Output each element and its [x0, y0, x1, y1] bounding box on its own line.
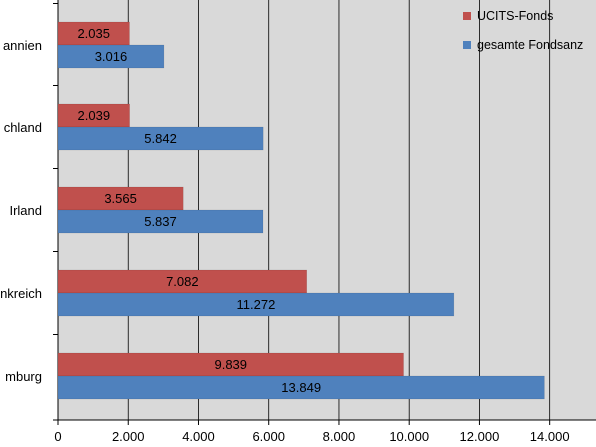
data-label: 3.565: [104, 191, 137, 206]
category-label: mburg: [5, 369, 42, 384]
legend-swatch: [463, 41, 471, 49]
bar-gesamt: [57, 292, 455, 317]
category-label: chland: [4, 120, 42, 135]
bar-gesamt: [57, 209, 264, 234]
data-label: 11.272: [237, 297, 276, 312]
x-tick-label: 12.000: [460, 429, 500, 444]
data-label: 7.082: [166, 274, 199, 289]
data-label: 2.035: [77, 26, 110, 41]
data-label: 5.842: [144, 131, 177, 146]
x-tick-label: 8.000: [323, 429, 356, 444]
bar-gesamt: [57, 126, 264, 151]
data-label: 13.849: [281, 380, 321, 395]
bar-gesamt: [57, 375, 545, 400]
data-label: 9.839: [214, 357, 247, 372]
x-tick-label: 14.000: [530, 429, 570, 444]
x-tick-label: 2.000: [112, 429, 145, 444]
legend-swatch: [463, 12, 471, 20]
x-tick-label: 0: [54, 429, 61, 444]
x-tick-label: 4.000: [182, 429, 215, 444]
bar-gesamt: [57, 44, 165, 69]
legend-label: UCITS-Fonds: [477, 9, 553, 23]
data-label: 2.039: [78, 108, 111, 123]
x-tick-label: 6.000: [252, 429, 285, 444]
category-label: Irland: [9, 203, 42, 218]
data-label: 5.837: [144, 214, 177, 229]
category-label: nkreich: [0, 286, 42, 301]
x-tick-label: 10.000: [389, 429, 429, 444]
data-label: 3.016: [95, 49, 128, 64]
legend-label: gesamte Fondsanz: [477, 38, 583, 52]
category-label: annien: [3, 38, 42, 53]
